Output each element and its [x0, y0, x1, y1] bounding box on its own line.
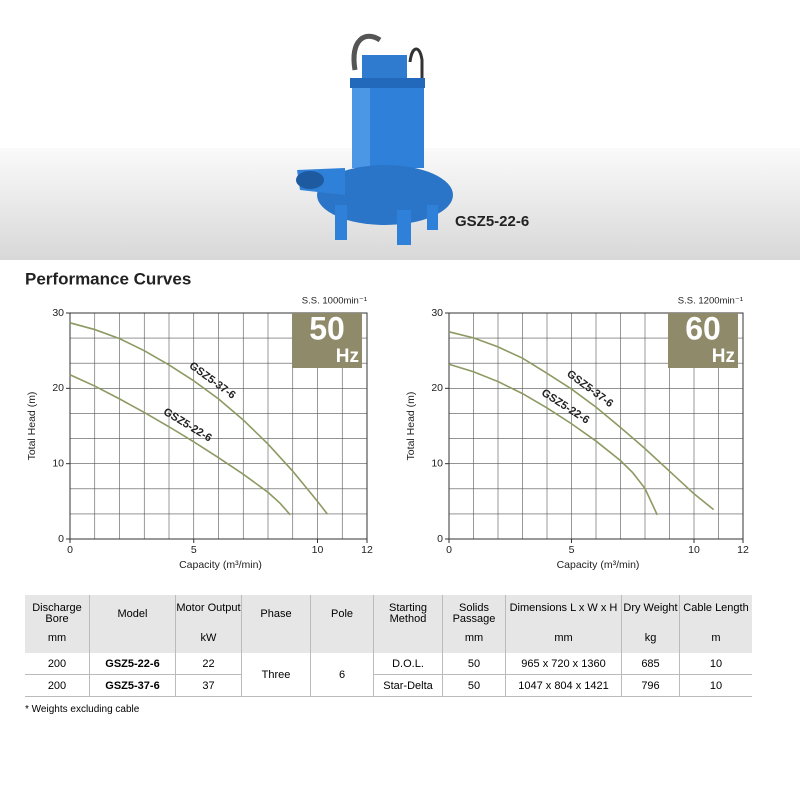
col-header: Pole	[310, 595, 374, 653]
footnote: * Weights excluding cable	[25, 704, 140, 715]
cell: 200	[25, 674, 90, 697]
cell: 50	[442, 653, 506, 675]
cell: D.O.L.	[373, 653, 443, 675]
col-header: Model	[89, 595, 176, 633]
y-tick-label: 10	[431, 457, 443, 469]
cell: 1047 x 804 x 1421	[505, 674, 622, 697]
col-header: Cable Length	[679, 595, 752, 633]
col-unit: kW	[175, 633, 242, 653]
cell: Three	[241, 653, 311, 697]
col-header: Dimensions L x W x H	[505, 595, 622, 633]
hz-number: 50	[309, 310, 345, 346]
x-tick-label: 5	[191, 544, 197, 556]
col-header: Starting Method	[373, 595, 443, 653]
cell: 10	[679, 653, 752, 675]
hz-badge	[292, 313, 362, 368]
cell: Star-Delta	[373, 674, 443, 697]
hz-badge	[668, 313, 738, 368]
x-tick-label: 10	[312, 544, 324, 556]
plot-frame	[69, 312, 368, 540]
x-tick-label: 12	[737, 544, 749, 556]
col-unit: kg	[621, 633, 680, 653]
y-tick-label: 10	[52, 457, 64, 469]
y-axis-label: Total Head (m)	[26, 392, 38, 461]
y-tick-label: 0	[437, 533, 443, 545]
x-tick-label: 12	[361, 544, 373, 556]
plot-frame	[448, 312, 744, 540]
curve	[69, 374, 291, 516]
y-tick-label: 30	[52, 307, 64, 319]
x-tick-label: 10	[688, 544, 700, 556]
cell: 37	[175, 674, 242, 697]
chart-subtitle: S.S. 1200min⁻¹	[678, 296, 743, 307]
x-tick-label: 5	[569, 544, 575, 556]
col-header: Discharge Bore	[25, 595, 90, 633]
model-label: GSZ5-22-6	[455, 213, 529, 230]
col-header: Phase	[241, 595, 311, 653]
col-unit: mm	[442, 633, 506, 653]
spec-table: Discharge Bore Model Motor Output Phase …	[25, 595, 752, 697]
cell: 6	[310, 653, 374, 697]
cell: 685	[621, 653, 680, 675]
y-tick-label: 20	[52, 382, 64, 394]
hz-unit: Hz	[336, 346, 359, 367]
col-unit: mm	[25, 633, 90, 653]
x-axis-label: Capacity (m³/min)	[179, 559, 262, 571]
col-unit	[89, 633, 176, 653]
hz-number: 60	[685, 310, 721, 346]
col-header: Motor Output	[175, 595, 242, 633]
cell: 10	[679, 674, 752, 697]
y-tick-label: 30	[431, 307, 443, 319]
curve	[448, 331, 715, 511]
cell: 796	[621, 674, 680, 697]
hz-unit: Hz	[712, 346, 735, 367]
pump-image	[296, 33, 453, 245]
cell: GSZ5-22-6	[89, 653, 176, 675]
y-tick-label: 20	[431, 382, 443, 394]
cell: GSZ5-37-6	[89, 674, 176, 697]
y-tick-label: 0	[58, 533, 64, 545]
y-axis-label: Total Head (m)	[405, 392, 417, 461]
x-tick-label: 0	[446, 544, 452, 556]
x-tick-label: 0	[67, 544, 73, 556]
curve	[448, 363, 658, 516]
curve	[69, 322, 329, 515]
col-unit: m	[679, 633, 752, 653]
col-unit: mm	[505, 633, 622, 653]
cell: 50	[442, 674, 506, 697]
cell: 22	[175, 653, 242, 675]
cell: 965 x 720 x 1360	[505, 653, 622, 675]
cell: 200	[25, 653, 90, 675]
col-header: Dry Weight	[621, 595, 680, 633]
chart-subtitle: S.S. 1000min⁻¹	[302, 296, 367, 307]
x-axis-label: Capacity (m³/min)	[557, 559, 640, 571]
section-title: Performance Curves	[25, 269, 191, 288]
col-header: Solids Passage	[442, 595, 506, 633]
